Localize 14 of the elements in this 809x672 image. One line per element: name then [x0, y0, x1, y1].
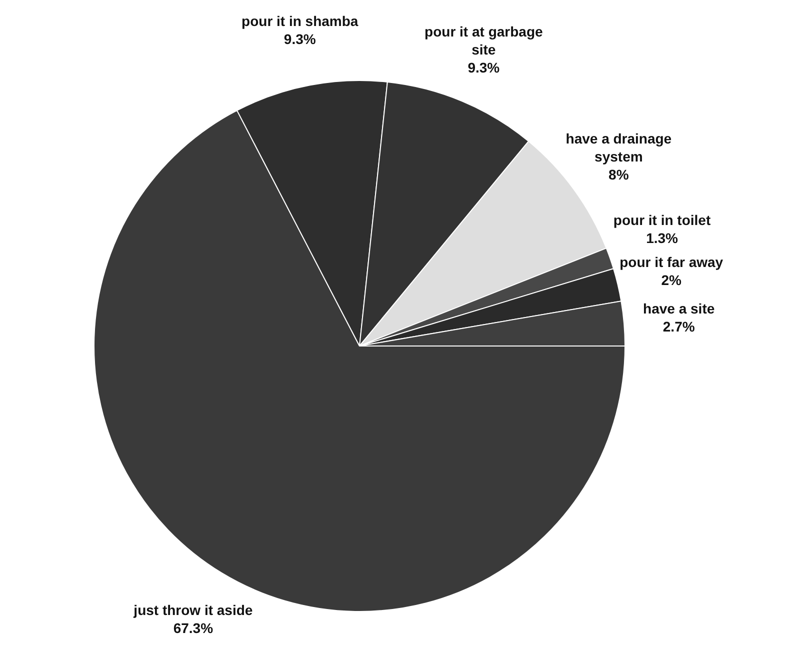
data-label: 2% [661, 272, 682, 288]
slice-label: pour it in shamba [242, 12, 358, 29]
slice-label: pour it at garbage site [424, 23, 543, 58]
slice-label: pour it in toilet [613, 212, 711, 228]
slice-label: just throw it aside [132, 602, 253, 618]
data-label: 67.3% [173, 620, 214, 636]
data-label: 9.3% [468, 59, 500, 76]
slice-label: have a site [643, 300, 715, 317]
data-label: 8% [608, 166, 630, 182]
slice-label: have a drainage system [566, 130, 672, 164]
slice-label: pour it far away [620, 254, 724, 270]
data-label: 1.3% [646, 230, 679, 246]
data-label: 9.3% [284, 30, 316, 47]
data-label: 2.7% [662, 318, 696, 335]
